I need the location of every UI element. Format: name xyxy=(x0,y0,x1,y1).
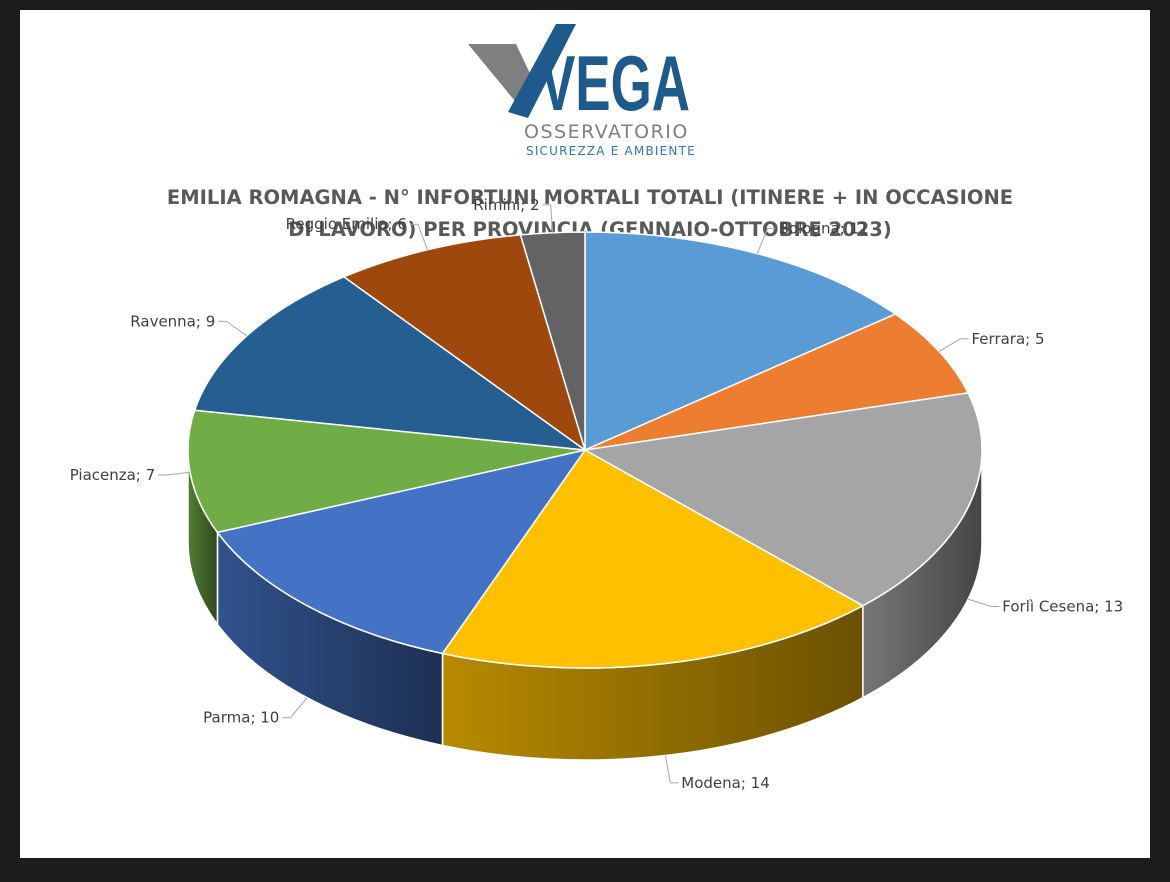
leader-line-modena xyxy=(664,755,679,784)
logo-line-2: SICUREZZA E AMBIENTE xyxy=(526,144,696,158)
slice-reggio-emilia xyxy=(343,234,586,451)
data-label-piacenza: Piacenza; 7 xyxy=(70,466,156,484)
pie-chart: Bologna; 11 Ferrara; 5 Forlì Cesena; 13 Mod… xyxy=(70,196,1124,792)
logo-v-shape xyxy=(508,24,576,118)
leader-line-rimini xyxy=(542,204,554,233)
logo-line-1: OSSERVATORIO xyxy=(524,121,689,143)
slice-rimini xyxy=(519,231,586,451)
vega-logo: VEGA OSSERVATORIO SICUREZZA E AMBIENTE xyxy=(468,24,696,158)
slice-forli-cesena xyxy=(584,392,983,607)
leader-line-bologna xyxy=(756,227,776,254)
logo-wordmark: VEGA xyxy=(540,39,690,127)
leader-line-ferrara xyxy=(938,338,969,352)
data-label-ravenna: Ravenna; 9 xyxy=(130,312,215,330)
data-label-parma: Parma; 10 xyxy=(203,709,279,727)
chart-canvas: VEGA OSSERVATORIO SICUREZZA E AMBIENTE E… xyxy=(20,10,1150,858)
leader-line-parma xyxy=(282,697,308,719)
data-label-forli-cesena: Forlì Cesena; 13 xyxy=(1002,597,1123,615)
slice-parma xyxy=(216,449,586,655)
leader-line-ravenna xyxy=(218,320,248,337)
leader-line-forli-cesena xyxy=(967,598,1000,607)
data-label-reggio-emilia: Reggio Emilia; 6 xyxy=(286,215,407,233)
chart-title: EMILIA ROMAGNA - N° INFORTUNI MORTALI TO… xyxy=(166,186,1014,241)
data-label-rimini: Rimini; 2 xyxy=(473,196,539,214)
data-label-modena: Modena; 14 xyxy=(681,774,769,792)
data-label-bologna: Bologna; 11 xyxy=(779,219,869,237)
data-label-ferrara: Ferrara; 5 xyxy=(972,330,1045,348)
leader-line-piacenza xyxy=(158,471,191,476)
leader-line-reggio-emilia xyxy=(409,223,428,251)
